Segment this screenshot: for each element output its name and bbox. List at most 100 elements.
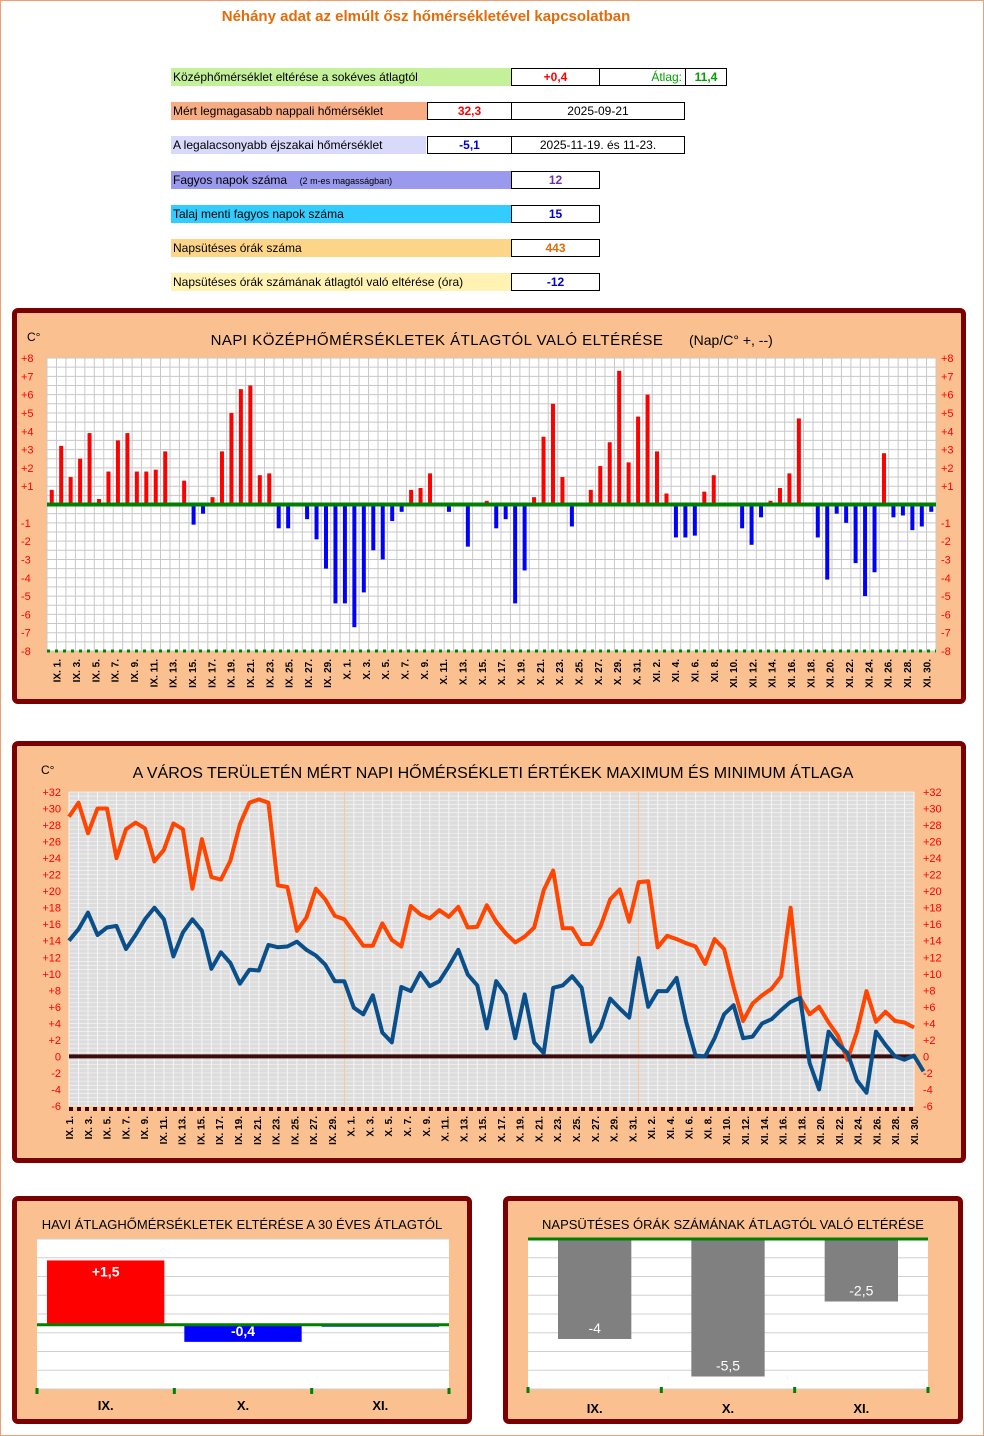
deviation-bar bbox=[777, 488, 782, 505]
deviation-bar bbox=[910, 504, 915, 531]
x-tick-label: XI. 16. bbox=[787, 659, 798, 688]
deviation-bar bbox=[673, 504, 678, 538]
y-tick-label-left: +4 bbox=[21, 426, 34, 438]
y-tick-label-right: -5 bbox=[941, 591, 951, 603]
monthly-deviation-chart-panel: HAVI ÁTLAGHŐMÉRSÉKLETEK ELTÉRÉSE A 30 ÉV… bbox=[12, 1196, 472, 1424]
y-tick-label-right: +20 bbox=[923, 886, 942, 898]
deviation-bar bbox=[617, 370, 622, 505]
deviation-bar bbox=[59, 445, 64, 505]
y-tick-label-left: +24 bbox=[42, 853, 61, 865]
deviation-bar bbox=[49, 489, 54, 505]
deviation-bar bbox=[664, 493, 669, 505]
y-tick-label-left: +8 bbox=[21, 353, 34, 365]
category-label: XI. bbox=[853, 1401, 869, 1416]
x-tick-label: X. 25. bbox=[574, 659, 585, 685]
y-tick-label-left: +16 bbox=[42, 919, 61, 931]
summary-label-text: Napsütéses órák száma bbox=[173, 241, 302, 255]
deviation-bar bbox=[257, 475, 262, 505]
deviation-bar bbox=[853, 504, 858, 564]
y-tick-label-right: +18 bbox=[923, 903, 942, 915]
x-tick-label: X. 25. bbox=[572, 1116, 583, 1142]
x-tick-label: X. 23. bbox=[555, 659, 566, 685]
x-tick-label: XI. 22. bbox=[835, 1116, 846, 1145]
x-tick-label: IX. 23. bbox=[272, 1116, 283, 1145]
y-tick-label-right: -4 bbox=[923, 1084, 933, 1096]
x-tick-label: IX. 21. bbox=[246, 659, 257, 688]
y-tick-label-left: +32 bbox=[42, 787, 61, 799]
summary-row-label: Fagyos napok száma (2 m-es magasságban) bbox=[171, 171, 511, 189]
x-tick-label: IX. 9. bbox=[130, 659, 141, 683]
deviation-bar bbox=[276, 504, 281, 529]
deviation-bar bbox=[494, 504, 499, 529]
category-label: XI. bbox=[372, 1398, 388, 1413]
min-max-chart-panel: C° A VÁROS TERÜLETÉN MÉRT NAPI HŐMÉRSÉKLE… bbox=[12, 741, 966, 1163]
deviation-bar bbox=[333, 504, 338, 604]
y-tick-label-right: -8 bbox=[941, 646, 951, 658]
deviation-bar bbox=[314, 504, 319, 540]
y-tick-label-left: -3 bbox=[21, 554, 31, 566]
x-tick-label: X. 9. bbox=[420, 659, 431, 680]
x-tick-label: XI. 30. bbox=[910, 1116, 921, 1145]
max-series-line bbox=[67, 797, 915, 1062]
x-tick-label: XI. 18. bbox=[797, 1116, 808, 1145]
chart-title: NAPSÜTÉSES ÓRÁK SZÁMÁNAK ÁTLAGTÓL VALÓ E… bbox=[542, 1217, 924, 1232]
y-tick-label-left: +6 bbox=[21, 390, 34, 402]
y-tick-label-right: +12 bbox=[923, 952, 942, 964]
x-tick-label: X. 5. bbox=[381, 659, 392, 680]
bar-data-label: +1,5 bbox=[92, 1263, 120, 1279]
y-tick-label-right: +2 bbox=[923, 1035, 936, 1047]
category-label: X. bbox=[722, 1401, 734, 1416]
summary-label-text: Középhőmérséklet eltérése a sokéves átla… bbox=[173, 70, 418, 84]
x-tick-label: X. 9. bbox=[422, 1116, 433, 1137]
x-tick-label: IX. 27. bbox=[309, 1116, 320, 1145]
deviation-bar bbox=[323, 504, 328, 569]
y-tick-label-left: 0 bbox=[55, 1051, 61, 1063]
y-tick-label-left: -4 bbox=[21, 573, 31, 585]
x-tick-label: IX. 9. bbox=[140, 1116, 151, 1140]
summary-label-text: Napsütéses órák számának átlagtól való e… bbox=[173, 275, 464, 289]
x-tick-label: IX. 19. bbox=[234, 1116, 245, 1145]
x-tick-label: XI. 2. bbox=[652, 659, 663, 683]
deviation-bar bbox=[97, 499, 102, 505]
y-tick-label-left: -6 bbox=[51, 1101, 61, 1113]
month-bar bbox=[824, 1239, 898, 1302]
x-tick-label: X. 15. bbox=[478, 1116, 489, 1142]
x-tick-label: IX. 27. bbox=[304, 659, 315, 688]
x-tick-label: X. 19. bbox=[516, 659, 527, 685]
deviation-bar bbox=[219, 451, 224, 505]
sunshine-deviation-chart-panel: NAPSÜTÉSES ÓRÁK SZÁMÁNAK ÁTLAGTÓL VALÓ E… bbox=[503, 1196, 963, 1424]
x-tick-label: IX. 25. bbox=[290, 1116, 301, 1145]
category-label: X. bbox=[237, 1398, 249, 1413]
deviation-bar bbox=[550, 403, 555, 505]
deviation-bar bbox=[380, 504, 385, 560]
deviation-bar bbox=[229, 412, 234, 505]
deviation-bar bbox=[891, 504, 896, 518]
summary-label-text: Mért legmagasabb nappali hőmérséklet bbox=[173, 104, 384, 118]
y-tick-label-right: +5 bbox=[941, 408, 954, 420]
deviation-bar bbox=[900, 504, 905, 516]
chart-title: NAPI KÖZÉPHŐMÉRSÉKLETEK ÁTLAGTÓL VALÓ EL… bbox=[211, 331, 664, 349]
deviation-bar bbox=[844, 504, 849, 523]
deviation-bar bbox=[881, 453, 886, 505]
y-tick-label-right: +3 bbox=[941, 445, 954, 457]
category-label: IX. bbox=[587, 1401, 603, 1416]
summary-date: 2025-11-19. és 11-23. bbox=[511, 136, 685, 154]
summary-average-value: 11,4 bbox=[685, 68, 727, 86]
summary-value: 443 bbox=[511, 239, 600, 257]
page-title: Néhány adat az elmúlt ősz hőmérsékletéve… bbox=[221, 8, 631, 25]
chart-title-note: (Nap/C° +, --) bbox=[689, 332, 773, 348]
summary-label-text: A legalacsonyabb éjszakai hőmérséklet bbox=[173, 138, 383, 152]
y-tick-label-left: +30 bbox=[42, 804, 61, 816]
deviation-bar bbox=[286, 504, 291, 529]
x-tick-label: IX. 11. bbox=[149, 659, 160, 688]
x-tick-label: IX. 7. bbox=[121, 1116, 132, 1140]
y-tick-label-right: +8 bbox=[941, 353, 954, 365]
x-tick-label: XI. 28. bbox=[903, 659, 914, 688]
y-tick-label-left: -1 bbox=[21, 518, 31, 530]
deviation-bar bbox=[371, 504, 376, 551]
x-tick-label: X. 15. bbox=[478, 659, 489, 685]
y-tick-label-right: +2 bbox=[941, 463, 954, 475]
bar-data-label: -4 bbox=[588, 1320, 601, 1336]
x-tick-label: XI. 12. bbox=[741, 1116, 752, 1145]
x-tick-label: IX. 15. bbox=[188, 659, 199, 688]
